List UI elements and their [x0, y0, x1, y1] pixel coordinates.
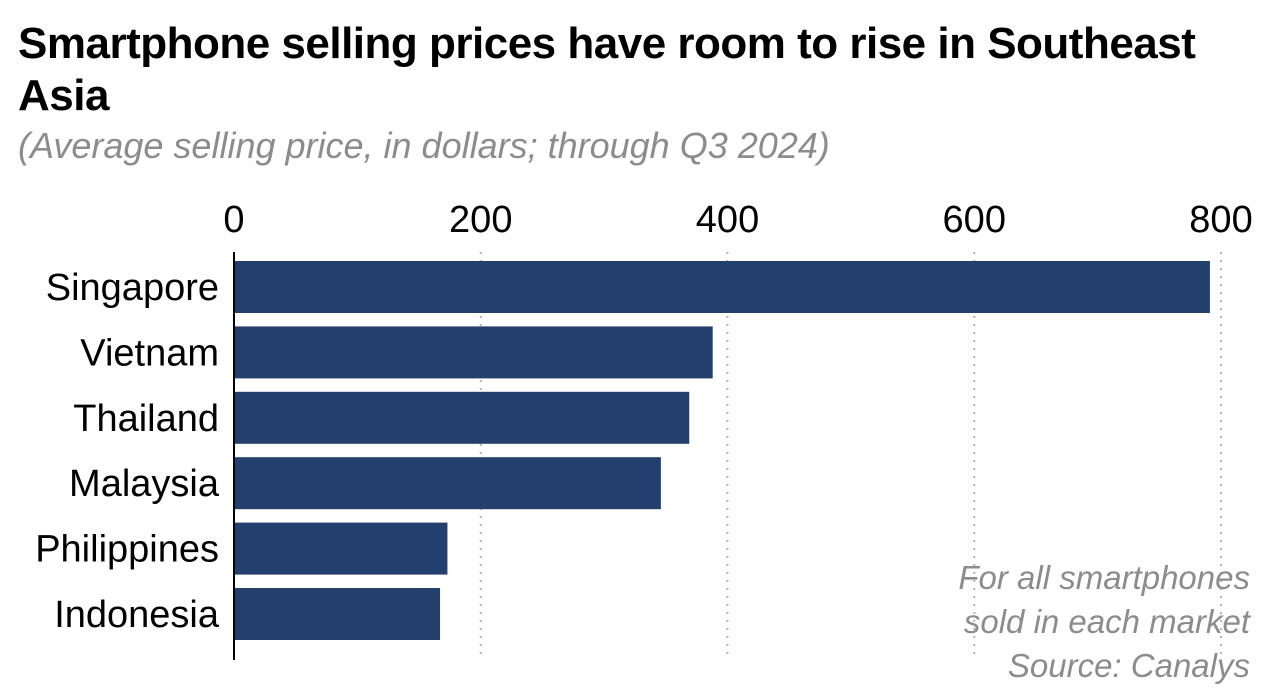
note-line-1: For all smartphones	[958, 559, 1250, 596]
x-tick-label: 600	[943, 199, 1006, 241]
category-label: Philippines	[35, 529, 219, 571]
bar	[234, 391, 690, 444]
x-tick-label: 800	[1189, 199, 1252, 241]
x-axis-ticks: 0 200 400 600 800	[223, 199, 1252, 241]
bar	[234, 457, 661, 510]
bar	[234, 522, 448, 575]
bar	[234, 588, 441, 640]
category-labels: Singapore Vietnam Thailand Malaysia Philippi…	[35, 267, 220, 636]
x-tick-label: 0	[223, 199, 244, 241]
x-tick-label: 200	[449, 199, 512, 241]
bars	[234, 261, 1210, 640]
category-label: Malaysia	[69, 463, 220, 505]
bar	[234, 261, 1210, 313]
bar	[234, 326, 713, 379]
category-label: Thailand	[73, 398, 219, 440]
chart-subtitle: (Average selling price, in dollars; thro…	[18, 125, 830, 166]
category-label: Singapore	[46, 267, 219, 309]
chart-title: Smartphone selling prices have room to r…	[18, 19, 1196, 120]
category-label: Vietnam	[80, 332, 219, 374]
chart-note: For all smartphones sold in each market …	[958, 556, 1250, 688]
x-tick-label: 400	[696, 199, 759, 241]
source-note: Source: Canalys	[1007, 647, 1250, 684]
category-label: Indonesia	[54, 594, 220, 636]
note-line-2: sold in each market	[963, 603, 1250, 640]
